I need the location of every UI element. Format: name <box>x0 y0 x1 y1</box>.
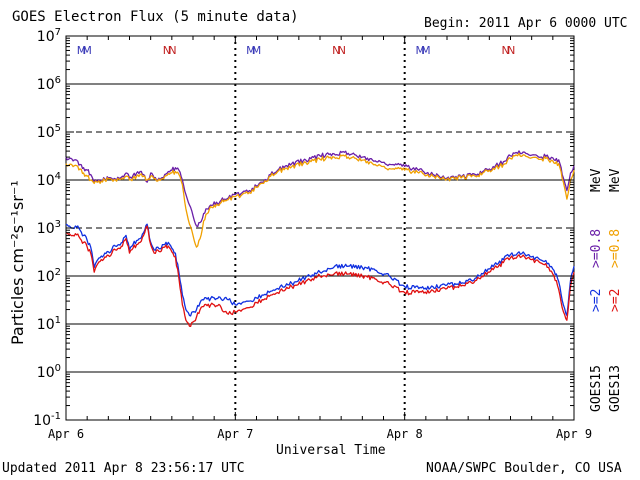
y-tick-label: 100 <box>37 363 61 381</box>
y-tick-label: 106 <box>37 75 61 93</box>
mn-marker: M <box>246 44 256 57</box>
series-layer <box>65 150 575 328</box>
legend-goes15: GOES15 <box>589 365 604 412</box>
legend-goes13: GOES13 <box>608 365 623 412</box>
y-axis-label: Particles cm⁻²s⁻¹sr⁻¹ <box>8 180 27 345</box>
mn-marker: M <box>415 44 425 57</box>
mn-marker: M <box>421 44 431 57</box>
mn-marker: N <box>168 44 176 57</box>
x-axis-label: Universal Time <box>276 443 386 458</box>
y-tick-label: 10-1 <box>33 411 61 429</box>
chart-title: GOES Electron Flux (5 minute data) <box>12 9 299 25</box>
mn-marker: N <box>332 44 340 57</box>
mn-marker: N <box>163 44 171 57</box>
legend-unit-1: MeV <box>589 168 604 192</box>
y-tick-label: 107 <box>37 27 61 45</box>
legend-goes13-2mev: >=2 <box>608 288 623 312</box>
series-line <box>65 225 575 328</box>
legend-unit-2: MeV <box>608 168 623 192</box>
mn-marker: M <box>252 44 262 57</box>
mn-marker-layer: MM NN MM NN MM NN <box>77 44 516 57</box>
y-tick-label: 101 <box>37 315 61 333</box>
y-tick-label: 102 <box>37 267 61 285</box>
updated-time: Updated 2011 Apr 8 23:56:17 UTC <box>2 461 245 476</box>
mn-marker: N <box>338 44 346 57</box>
series-line <box>65 150 575 228</box>
x-tick-label: Apr 7 <box>217 427 253 441</box>
mn-marker: M <box>82 44 92 57</box>
legend-goes15-08mev: >=0.8 <box>589 228 604 268</box>
mn-marker: N <box>507 44 515 57</box>
mn-marker: N <box>501 44 509 57</box>
x-tick-label: Apr 9 <box>556 427 592 441</box>
mn-marker: M <box>77 44 87 57</box>
credit: NOAA/SWPC Boulder, CO USA <box>426 461 622 476</box>
x-tick-label: Apr 8 <box>387 427 423 441</box>
legend-goes15-2mev: >=2 <box>589 288 604 312</box>
series-line <box>65 152 575 248</box>
y-tick-label: 105 <box>37 123 61 141</box>
y-tick-label: 104 <box>37 171 61 189</box>
grid-layer <box>66 36 574 420</box>
begin-time: Begin: 2011 Apr 6 0000 UTC <box>424 16 628 31</box>
x-tick-label: Apr 6 <box>48 427 84 441</box>
axis-layer: 10-1 100 101 102 103 104 105 106 107 Apr 6 Apr 7 Ap… <box>33 27 592 441</box>
y-tick-label: 103 <box>37 219 61 237</box>
legend-goes13-08mev: >=0.8 <box>608 228 623 268</box>
